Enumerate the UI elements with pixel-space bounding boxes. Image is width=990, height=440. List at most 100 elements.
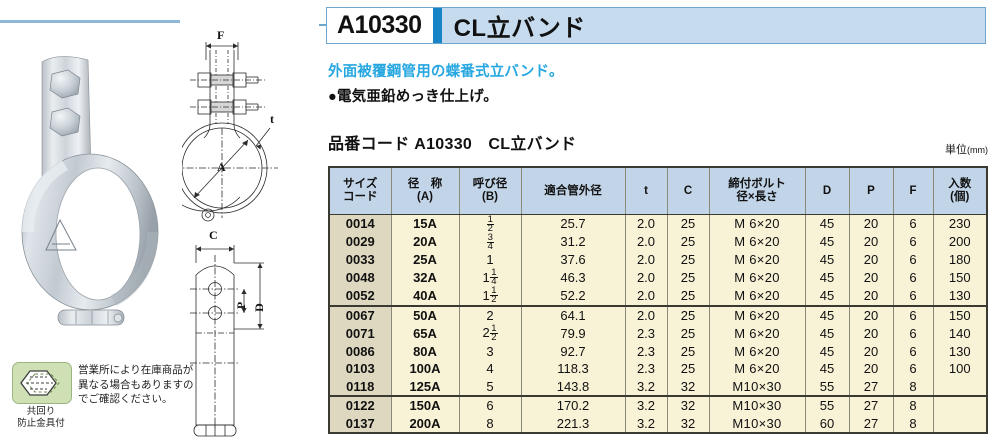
- cell-pipe_od: 37.6: [520, 251, 626, 269]
- cell-nominal_a: 40A: [390, 286, 460, 307]
- photo-top-rule: [0, 20, 180, 23]
- column-header-p: P: [848, 166, 894, 215]
- cell-pipe_od: 170.2: [520, 396, 626, 415]
- cell-c: 25: [666, 214, 710, 234]
- cell-bolt: M 6×20: [708, 305, 806, 325]
- table-row: 0086 80A 3 92.7 2.3 25 M 6×20 45 20 6 130: [328, 342, 988, 361]
- cell-d: 60: [804, 414, 850, 435]
- cell-size_code: 0071: [328, 324, 392, 343]
- cell-p: 20: [848, 233, 894, 252]
- table-row: 0122 150A 6 170.2 3.2 32 M10×30 55 27 8: [328, 396, 988, 415]
- cell-size_code: 0103: [328, 360, 392, 378]
- column-header-bolt: 締付ボルト 径×長さ: [708, 166, 806, 215]
- cell-f: 8: [892, 414, 934, 435]
- cell-t: 2.3: [624, 360, 668, 378]
- cell-qty: 140: [932, 324, 988, 343]
- cell-qty: 100: [932, 360, 988, 378]
- cell-qty: [932, 396, 988, 415]
- spec-table-caption: 品番コード A10330 CL立バンド: [328, 136, 577, 153]
- dimension-label-p: P: [234, 301, 249, 310]
- cell-d: 45: [804, 324, 850, 343]
- cell-p: 20: [848, 305, 894, 325]
- cell-size_code: 0067: [328, 305, 392, 325]
- cell-size_code: 0033: [328, 251, 392, 269]
- dimension-label-a: A: [217, 160, 226, 174]
- legend-caption: 共回り 防止金具付: [17, 406, 65, 429]
- column-header-size_code: サイズ コード: [328, 166, 392, 215]
- cell-nominal_a: 200A: [390, 414, 460, 435]
- cell-d: 45: [804, 251, 850, 269]
- cell-p: 20: [848, 251, 894, 269]
- table-row: 0048 32A 1 1 4 46.3 2.0 25 M 6×20 45 20 6 150: [328, 268, 988, 287]
- spec-table-header-row: サイズ コード径 称 (A) 呼び径 (B) 適合管外径 t C 締付ボルト 径×長さ D P…: [328, 166, 988, 215]
- table-row: 0014 15A 1 2 25.7 2.0 25 M 6×20 45 20 6 230: [328, 214, 988, 234]
- cell-d: 45: [804, 360, 850, 378]
- cell-size_code: 0122: [328, 396, 392, 415]
- cell-c: 32: [666, 414, 710, 435]
- band-elevation-drawing: [182, 196, 264, 437]
- cell-t: 3.2: [624, 377, 668, 398]
- cell-d: 45: [804, 286, 850, 307]
- cell-nominal_b: 3: [458, 342, 522, 361]
- cell-qty: [932, 377, 988, 398]
- cell-p: 20: [848, 268, 894, 287]
- dimension-label-t: t: [270, 112, 274, 126]
- cell-d: 55: [804, 377, 850, 398]
- cell-t: 2.0: [624, 268, 668, 287]
- cell-nominal_a: 125A: [390, 377, 460, 398]
- column-header-pipe_od: 適合管外径: [520, 166, 626, 215]
- cell-bolt: M 6×20: [708, 286, 806, 307]
- content-column: A10330 CL立バンド 外面被覆鋼管用の蝶番式立バンド。 ●電気亜鉛めっき仕…: [319, 0, 990, 440]
- specification-table: サイズ コード径 称 (A) 呼び径 (B) 適合管外径 t C 締付ボルト 径×長さ D P…: [328, 166, 988, 435]
- column-header-qty: 入数 (個): [932, 166, 988, 215]
- cell-bolt: M 6×20: [708, 324, 806, 343]
- cell-nominal_a: 65A: [390, 324, 460, 343]
- cell-p: 20: [848, 286, 894, 307]
- cell-qty: 150: [932, 268, 988, 287]
- hex-nut-retainer-icon: [12, 362, 72, 404]
- dimension-label-c: C: [209, 228, 218, 242]
- cell-bolt: M 6×20: [708, 251, 806, 269]
- cell-c: 25: [666, 360, 710, 378]
- cell-t: 2.0: [624, 233, 668, 252]
- cell-t: 2.0: [624, 305, 668, 325]
- cell-nominal_b: 1: [458, 251, 522, 269]
- cell-f: 6: [892, 324, 934, 343]
- table-row: 0118 125A 5 143.8 3.2 32 M10×30 55 27 8: [328, 377, 988, 398]
- cell-qty: 130: [932, 342, 988, 361]
- cell-d: 45: [804, 233, 850, 252]
- cell-bolt: M10×30: [708, 396, 806, 415]
- cell-c: 32: [666, 396, 710, 415]
- table-row: 0029 20A 3 4 31.2 2.0 25 M 6×20 45 20 6 200: [328, 232, 988, 252]
- table-row: 0137 200A 8 221.3 3.2 32 M10×30 60 27 8: [328, 414, 988, 435]
- cell-c: 25: [666, 342, 710, 361]
- cell-t: 2.3: [624, 324, 668, 343]
- column-header-nominal_b: 呼び径 (B): [458, 166, 522, 215]
- legend-icon-wrap: 共回り 防止金具付: [12, 362, 72, 429]
- cell-nominal_b: 8: [458, 414, 522, 435]
- cell-f: 6: [892, 233, 934, 252]
- cell-c: 25: [666, 268, 710, 287]
- cell-t: 2.3: [624, 342, 668, 361]
- cell-bolt: M 6×20: [708, 214, 806, 234]
- cell-qty: 180: [932, 251, 988, 269]
- unit-note-main: 単位: [945, 144, 967, 156]
- cell-c: 25: [666, 305, 710, 325]
- title-left-tick: [319, 24, 327, 26]
- cell-d: 55: [804, 396, 850, 415]
- cell-bolt: M10×30: [708, 377, 806, 398]
- cell-pipe_od: 92.7: [520, 342, 626, 361]
- cell-f: 6: [892, 305, 934, 325]
- cell-pipe_od: 31.2: [520, 233, 626, 252]
- unit-note-sub: (mm): [967, 145, 988, 155]
- legend-note-text: 営業所により在庫商品が 異なる場合もありますの でご確認ください。: [78, 364, 194, 405]
- cell-c: 25: [666, 324, 710, 343]
- cell-p: 27: [848, 377, 894, 398]
- cell-size_code: 0029: [328, 233, 392, 252]
- table-row: 0052 40A 1 1 2 52.2 2.0 25 M 6×20 45 20 6 130: [328, 286, 988, 307]
